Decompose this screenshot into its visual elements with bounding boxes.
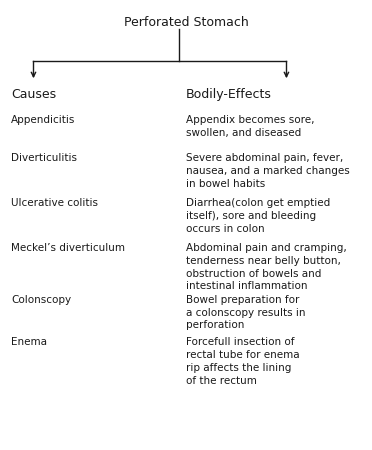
Text: Bodily-Effects: Bodily-Effects [186, 88, 272, 101]
Text: Appendix becomes sore,
swollen, and diseased: Appendix becomes sore, swollen, and dise… [186, 115, 314, 138]
Text: Perforated Stomach: Perforated Stomach [124, 16, 248, 29]
Text: Colonscopy: Colonscopy [11, 295, 71, 305]
Text: Diverticulitis: Diverticulitis [11, 153, 77, 163]
Text: Causes: Causes [11, 88, 56, 101]
Text: Forcefull insection of
rectal tube for enema
rip affects the lining
of the rectu: Forcefull insection of rectal tube for e… [186, 338, 299, 386]
Text: Appendicitis: Appendicitis [11, 115, 76, 125]
Text: Ulcerative colitis: Ulcerative colitis [11, 198, 98, 208]
Text: Enema: Enema [11, 338, 47, 347]
Text: Meckel’s diverticulum: Meckel’s diverticulum [11, 243, 125, 253]
Text: Severe abdominal pain, fever,
nausea, and a marked changes
in bowel habits: Severe abdominal pain, fever, nausea, an… [186, 153, 350, 189]
Text: Diarrhea(colon get emptied
itself), sore and bleeding
occurs in colon: Diarrhea(colon get emptied itself), sore… [186, 198, 330, 234]
Text: Abdominal pain and cramping,
tenderness near belly button,
obstruction of bowels: Abdominal pain and cramping, tenderness … [186, 243, 347, 292]
Text: Bowel preparation for
a colonscopy results in
perforation: Bowel preparation for a colonscopy resul… [186, 295, 305, 330]
